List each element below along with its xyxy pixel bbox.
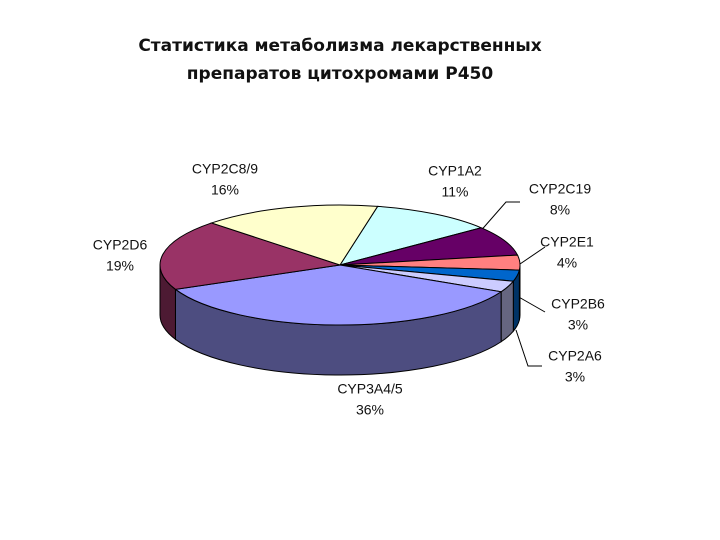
slice-label: CYP2C8/9 (192, 161, 258, 177)
slice-label: CYP2C19 (529, 181, 591, 197)
pie-slice (339, 227, 519, 266)
slice-value-label: 36% (356, 402, 384, 418)
leader-line (519, 246, 546, 265)
leader-line (477, 201, 520, 235)
slice-value-label: 4% (557, 255, 577, 271)
leader-line (515, 329, 542, 367)
pie-slice (174, 264, 503, 326)
leader-line (516, 295, 546, 313)
slice-label: CYP1A2 (428, 163, 482, 179)
pie-slice (159, 222, 341, 290)
slice-label: CYP2A6 (548, 348, 602, 364)
pie-slice (209, 204, 379, 266)
slice-value-label: 16% (211, 182, 239, 198)
leader-lines (477, 201, 546, 367)
pie-slice (338, 205, 483, 266)
slice-value-label: 19% (106, 258, 134, 274)
slice-label: CYP2B6 (551, 296, 605, 312)
chart-title: препаратов цитохромами Р450 (187, 64, 494, 84)
slice-label: CYP3A4/5 (337, 381, 403, 397)
chart-title: Статистика метаболизма лекарственных (138, 36, 541, 56)
slice-value-label: 3% (565, 369, 585, 385)
slice-value-label: 11% (442, 184, 469, 200)
slice-label: CYP2D6 (93, 237, 148, 253)
slice-value-label: 8% (550, 202, 570, 218)
slice-label: CYP2E1 (540, 234, 594, 250)
slice-value-label: 3% (568, 317, 588, 333)
